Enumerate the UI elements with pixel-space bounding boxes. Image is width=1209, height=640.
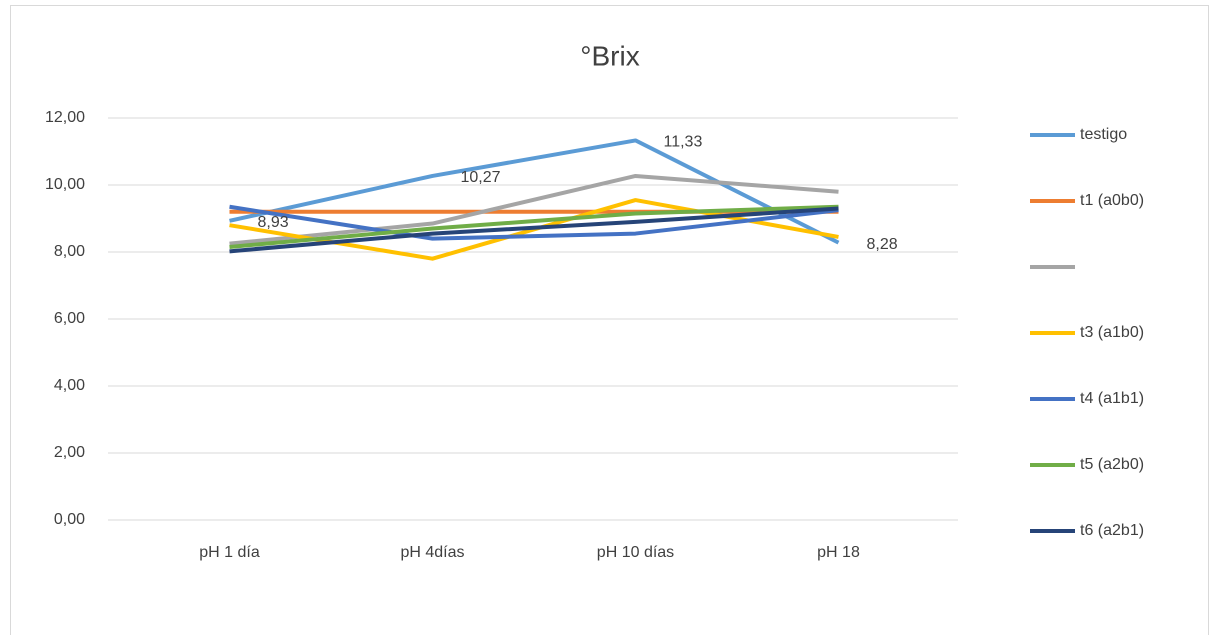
x-tick-label: pH 1 día: [199, 544, 260, 561]
series-line: [229, 138, 840, 245]
x-tick-label: pH 18: [817, 544, 860, 561]
data-label: 10,27: [461, 169, 501, 186]
y-tick-label: 8,00: [54, 243, 85, 260]
series-line: [229, 204, 839, 241]
legend-label: t6 (a2b1): [1080, 522, 1144, 539]
data-label: 11,33: [664, 134, 703, 151]
y-tick-label: 2,00: [54, 444, 85, 461]
y-tick-label: 6,00: [54, 310, 85, 327]
data-label: 8,93: [258, 214, 289, 231]
y-tick-label: 10,00: [45, 176, 85, 193]
x-tick-label: pH 4días: [400, 544, 464, 561]
series-line: [229, 173, 839, 246]
y-tick-label: 4,00: [54, 377, 85, 394]
chart-border: [10, 5, 1209, 640]
series-line: [229, 206, 839, 254]
legend-label: t3 (a1b0): [1080, 324, 1144, 341]
legend-label: t1 (a0b0): [1080, 192, 1144, 209]
series-line: [229, 204, 839, 249]
legend-label: t4 (a1b1): [1080, 390, 1144, 407]
x-tick-label: pH 10 días: [597, 544, 674, 561]
legend-label: testigo: [1080, 126, 1127, 143]
y-tick-label: 0,00: [54, 511, 85, 528]
y-tick-label: 12,00: [45, 109, 85, 126]
legend-label: t5 (a2b0): [1080, 456, 1144, 473]
chart-title: °Brix: [580, 40, 639, 71]
data-label: 8,28: [867, 236, 898, 253]
